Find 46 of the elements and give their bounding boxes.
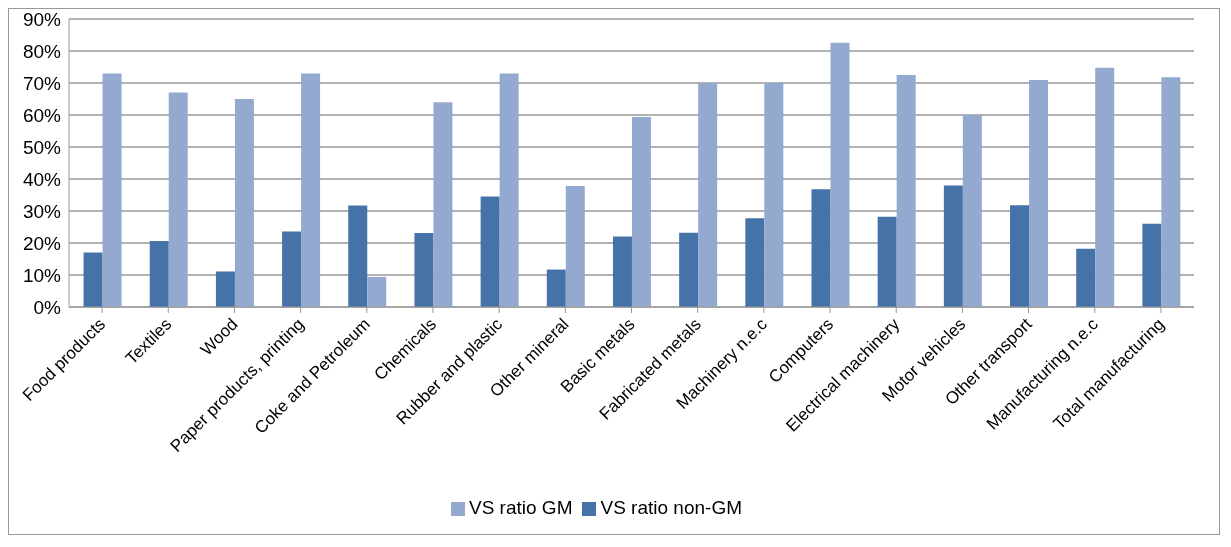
bar — [83, 252, 103, 307]
y-tick-label: 10% — [22, 264, 62, 286]
bar — [546, 269, 566, 307]
bar — [943, 185, 963, 307]
bar — [631, 116, 651, 307]
y-tick-label: 30% — [22, 200, 62, 222]
bar — [698, 83, 718, 307]
bar — [499, 73, 519, 307]
bar — [1010, 205, 1030, 307]
bar — [962, 115, 982, 307]
bar — [745, 218, 765, 307]
bar — [234, 99, 254, 307]
bar — [215, 271, 235, 307]
y-tick-label: 80% — [22, 40, 62, 62]
bar — [301, 73, 321, 307]
bar — [830, 42, 850, 307]
bar — [1029, 80, 1049, 307]
legend-label: VS ratio GM — [469, 497, 573, 518]
y-tick-label: 90% — [22, 8, 62, 30]
bar — [414, 233, 434, 307]
bar — [896, 75, 916, 307]
bar — [282, 231, 302, 307]
bar — [168, 92, 188, 307]
bar — [102, 73, 122, 307]
bar — [612, 236, 632, 307]
y-tick-label: 20% — [22, 232, 62, 254]
bar — [433, 102, 453, 307]
bar — [565, 186, 585, 307]
bar — [679, 232, 699, 307]
bar — [1095, 67, 1115, 307]
bar — [480, 196, 500, 307]
y-tick-label: 60% — [22, 104, 62, 126]
bar — [348, 205, 368, 307]
bar — [1161, 77, 1181, 307]
y-tick-label: 50% — [22, 136, 62, 158]
bar — [811, 189, 831, 307]
bar — [764, 83, 784, 307]
bar — [1142, 223, 1162, 307]
legend-label: VS ratio non-GM — [600, 497, 742, 518]
bar — [367, 276, 387, 307]
y-tick-label: 0% — [33, 296, 62, 318]
bar — [149, 241, 169, 307]
bar — [877, 216, 897, 307]
y-tick-label: 70% — [22, 72, 62, 94]
bar — [1076, 248, 1096, 307]
y-tick-label: 40% — [22, 168, 62, 190]
